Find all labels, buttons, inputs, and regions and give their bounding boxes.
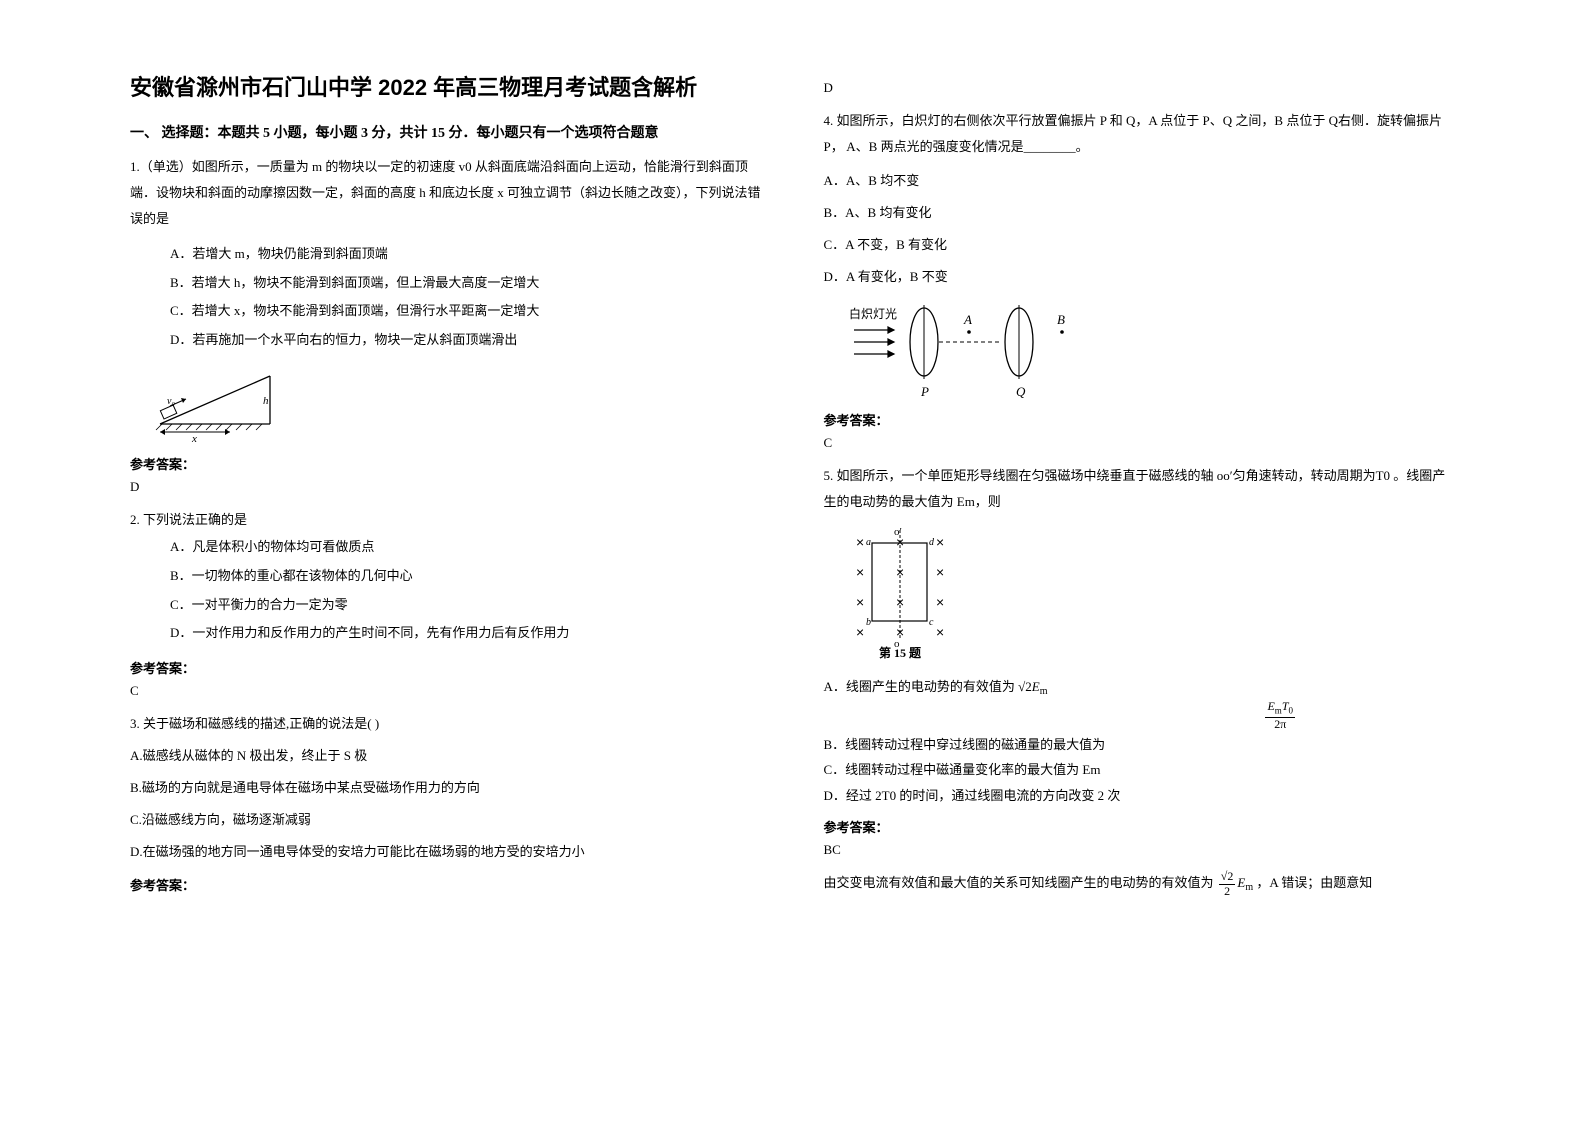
q5-explanation: 由交变电流有效值和最大值的关系可知线圈产生的电动势的有效值为 √2 2 Em ，… xyxy=(824,870,1458,898)
svg-text:a: a xyxy=(866,537,871,548)
q4-figure: 白炽灯光 P A Q B xyxy=(844,300,1458,400)
q3-option-d: D.在磁场强的地方同一通电导体受的安培力可能比在磁场弱的地方受的安培力小 xyxy=(130,839,764,865)
q1-option-a: A．若增大 m，物块仍能滑到斜面顶端 xyxy=(130,240,764,269)
q5-fig-label: 第 15 题 xyxy=(879,645,922,660)
svg-text:B: B xyxy=(1057,312,1065,327)
q5-explain-pre: 由交变电流有效值和最大值的关系可知线圈产生的电动势的有效值为 xyxy=(824,875,1214,890)
q1-text: 1.（单选）如图所示，一质量为 m 的物块以一定的初速度 v0 从斜面底端沿斜面… xyxy=(130,154,764,232)
q1-option-b: B．若增大 h，物块不能滑到斜面顶端，但上滑最大高度一定增大 xyxy=(130,269,764,298)
q4-option-a: A．A、B 均不变 xyxy=(824,168,1458,194)
q3-answer-label: 参考答案： xyxy=(130,875,764,894)
document-title: 安徽省滁州市石门山中学 2022 年高三物理月考试题含解析 xyxy=(130,70,764,102)
q4-answer-label: 参考答案： xyxy=(824,410,1458,429)
q5-optA-text: A．线圈产生的电动势的有效值为 xyxy=(824,679,1015,694)
q5-explain-post: ，A 错误；由题意知 xyxy=(1256,875,1372,890)
svg-text:P: P xyxy=(920,384,929,399)
q4-option-b: B．A、B 均有变化 xyxy=(824,200,1458,226)
svg-text:c: c xyxy=(929,617,934,628)
q1-option-d: D．若再施加一个水平向右的恒力，物块一定从斜面顶端滑出 xyxy=(130,326,764,355)
q1-figure: v₀ h x xyxy=(150,364,764,444)
q2-answer: C xyxy=(130,683,764,699)
svg-text:x: x xyxy=(191,433,197,444)
q2-answer-label: 参考答案： xyxy=(130,658,764,677)
q5-option-d: D．经过 2T0 的时间，通过线圈电流的方向改变 2 次 xyxy=(824,784,1458,807)
q5-optB-fraction: EmT0 2π xyxy=(1265,700,1295,730)
q5-optB-frac-row: EmT0 2π xyxy=(824,700,1458,730)
svg-text:d: d xyxy=(929,537,935,548)
q5-figure: ××× ××× ××× ××× o′ o a d b c 第 15 题 xyxy=(844,525,1458,665)
q3-option-c: C.沿磁感线方向，磁场逐渐减弱 xyxy=(130,807,764,833)
q1-option-c: C．若增大 x，物块不能滑到斜面顶端，但滑行水平距离一定增大 xyxy=(130,297,764,326)
q3-option-b: B.磁场的方向就是通电导体在磁场中某点受磁场作用力的方向 xyxy=(130,775,764,801)
q5-answer: BC xyxy=(824,842,1458,858)
q3-option-a: A.磁感线从磁体的 N 极出发，终止于 S 极 xyxy=(130,743,764,769)
svg-text:×: × xyxy=(856,564,864,580)
q5-option-c: C．线圈转动过程中磁通量变化率的最大值为 Em xyxy=(824,758,1458,781)
q2-option-c: C．一对平衡力的合力一定为零 xyxy=(130,591,764,620)
svg-text:v₀: v₀ xyxy=(167,396,175,407)
q5-explain-fraction: √2 2 xyxy=(1219,870,1236,897)
q1-answer: D xyxy=(130,479,764,495)
svg-text:o′: o′ xyxy=(894,526,902,538)
svg-text:×: × xyxy=(856,594,864,610)
svg-text:A: A xyxy=(963,312,972,327)
svg-text:×: × xyxy=(936,564,944,580)
right-column: D 4. 如图所示，白炽灯的右侧依次平行放置偏振片 P 和 Q，A 点位于 P、… xyxy=(794,70,1488,1082)
q5-answer-label: 参考答案： xyxy=(824,817,1458,836)
svg-text:×: × xyxy=(936,624,944,640)
q5-option-b: B．线圈转动过程中穿过线圈的磁通量的最大值为 xyxy=(824,733,1458,756)
q2-option-b: B．一切物体的重心都在该物体的几何中心 xyxy=(130,562,764,591)
q5-optA-formula: √2Em xyxy=(1018,679,1047,694)
q5-text: 5. 如图所示，一个单匝矩形导线圈在匀强磁场中绕垂直于磁感线的轴 oo′匀角速转… xyxy=(824,463,1458,515)
q4-light-label: 白炽灯光 xyxy=(849,306,897,321)
q5-optB-text: B．线圈转动过程中穿过线圈的磁通量的最大值为 xyxy=(824,737,1106,752)
section-1-header: 一、 选择题：本题共 5 小题，每小题 3 分，共计 15 分．每小题只有一个选… xyxy=(130,122,764,142)
q1-answer-label: 参考答案： xyxy=(130,454,764,473)
left-column: 安徽省滁州市石门山中学 2022 年高三物理月考试题含解析 一、 选择题：本题共… xyxy=(100,70,794,1082)
q3-text: 3. 关于磁场和磁感线的描述,正确的说法是( ) xyxy=(130,711,764,737)
svg-text:×: × xyxy=(936,594,944,610)
svg-text:×: × xyxy=(856,534,864,550)
q2-text: 2. 下列说法正确的是 xyxy=(130,507,764,533)
svg-text:b: b xyxy=(866,617,871,628)
svg-text:h: h xyxy=(263,395,269,407)
q3-answer: D xyxy=(824,80,1458,96)
q2-option-a: A．凡是体积小的物体均可看做质点 xyxy=(130,533,764,562)
svg-text:×: × xyxy=(936,534,944,550)
svg-text:×: × xyxy=(856,624,864,640)
q2-option-d: D．一对作用力和反作用力的产生时间不同，先有作用力后有反作用力 xyxy=(130,619,764,648)
q4-answer: C xyxy=(824,435,1458,451)
q5-option-a: A．线圈产生的电动势的有效值为 √2Em xyxy=(824,675,1458,698)
q4-option-d: D．A 有变化，B 不变 xyxy=(824,264,1458,290)
q4-text: 4. 如图所示，白炽灯的右侧依次平行放置偏振片 P 和 Q，A 点位于 P、Q … xyxy=(824,108,1458,160)
svg-text:Q: Q xyxy=(1016,384,1026,399)
q4-option-c: C．A 不变，B 有变化 xyxy=(824,232,1458,258)
